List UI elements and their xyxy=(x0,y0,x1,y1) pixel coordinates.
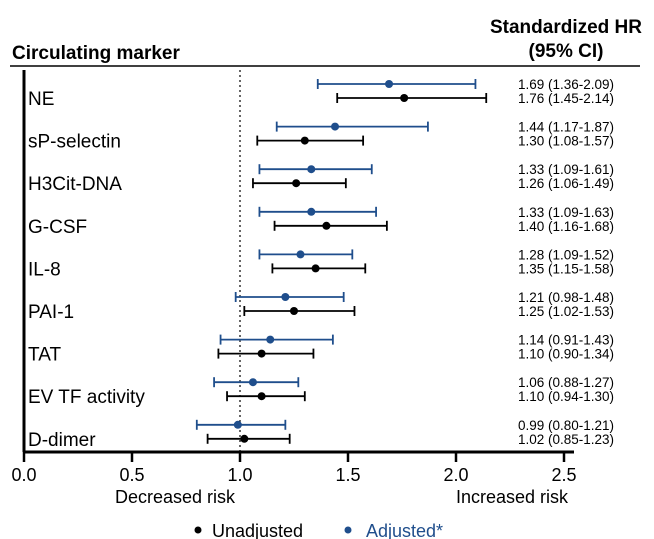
marker-row: TAT 1.14 (0.91-1.43)1.10 (0.90-1.34) xyxy=(28,333,614,366)
marker-name: D-dimer xyxy=(28,430,96,451)
adjusted-hr-point xyxy=(307,165,316,174)
adjusted-hr-point xyxy=(248,378,257,387)
adjusted-hr-label: 1.69 (1.36-2.09) xyxy=(518,77,614,92)
x-tick-label: 2.0 xyxy=(443,465,468,485)
marker-row: sP-selectin 1.44 (1.17-1.87)1.30 (1.08-1.… xyxy=(28,120,614,153)
x-tick-label: 0.0 xyxy=(11,465,36,485)
unadjusted-hr-point xyxy=(257,349,266,358)
forest-rows: NE 1.69 (1.36-2.09)1.76 (1.45-2.14) sP-sel… xyxy=(28,77,614,451)
unadjusted-hr-label: 1.76 (1.45-2.14) xyxy=(518,91,614,106)
adjusted-hr-label: 1.33 (1.09-1.63) xyxy=(518,205,614,220)
marker-row: IL-8 1.28 (1.09-1.52)1.35 (1.15-1.58) xyxy=(28,247,614,280)
adjusted-hr-point xyxy=(331,122,340,131)
unadjusted-hr-point xyxy=(300,136,309,145)
marker-row: G-CSF 1.33 (1.09-1.63)1.40 (1.16-1.68) xyxy=(28,205,614,238)
adjusted-hr-label: 1.14 (0.91-1.43) xyxy=(518,333,614,348)
unadjusted-hr-point xyxy=(292,179,301,188)
marker-name: PAI-1 xyxy=(28,302,74,323)
adjusted-hr-label: 0.99 (0.80-1.21) xyxy=(518,418,614,433)
legend-unadjusted-dot xyxy=(194,526,202,534)
adjusted-hr-point xyxy=(307,207,316,216)
marker-name: sP-selectin xyxy=(28,132,121,153)
hr-column-title-line2: (95% CI) xyxy=(529,41,604,62)
marker-name: IL-8 xyxy=(28,259,61,280)
legend: Unadjusted Adjusted* xyxy=(194,521,443,539)
legend-adjusted-label: Adjusted* xyxy=(366,521,443,539)
unadjusted-hr-point xyxy=(240,434,249,443)
adjusted-hr-point xyxy=(266,335,275,344)
adjusted-hr-point xyxy=(296,250,305,259)
unadjusted-hr-point xyxy=(311,264,320,273)
legend-unadjusted-label: Unadjusted xyxy=(212,521,303,539)
adjusted-hr-label: 1.28 (1.09-1.52) xyxy=(518,247,614,262)
marker-name: G-CSF xyxy=(28,217,87,238)
unadjusted-hr-point xyxy=(290,307,298,315)
unadjusted-hr-label: 1.10 (0.90-1.34) xyxy=(518,347,614,362)
x-axis-ticks: 0.0 0.5 1.0 1.5 2.0 2.5 xyxy=(11,452,577,485)
marker-row: D-dimer 0.99 (0.80-1.21)1.02 (0.85-1.23) xyxy=(28,418,614,451)
unadjusted-hr-label: 1.26 (1.06-1.49) xyxy=(518,176,614,191)
unadjusted-hr-label: 1.30 (1.08-1.57) xyxy=(518,134,614,149)
unadjusted-hr-label: 1.40 (1.16-1.68) xyxy=(518,219,614,234)
marker-row: NE 1.69 (1.36-2.09)1.76 (1.45-2.14) xyxy=(28,77,614,110)
increased-risk-label: Increased risk xyxy=(456,487,569,507)
marker-column-title: Circulating marker xyxy=(12,43,180,64)
x-tick-label: 2.5 xyxy=(551,465,576,485)
marker-name: H3Cit-DNA xyxy=(28,174,122,195)
x-tick-label: 1.5 xyxy=(335,465,360,485)
unadjusted-hr-label: 1.02 (0.85-1.23) xyxy=(518,432,614,447)
x-tick-label: 1.0 xyxy=(227,465,252,485)
adjusted-hr-point xyxy=(233,420,242,429)
adjusted-hr-label: 1.33 (1.09-1.61) xyxy=(518,162,614,177)
unadjusted-hr-point xyxy=(257,392,266,401)
marker-name: EV TF activity xyxy=(28,387,145,408)
adjusted-hr-label: 1.21 (0.98-1.48) xyxy=(518,290,614,305)
unadjusted-hr-point xyxy=(322,221,331,230)
unadjusted-hr-label: 1.10 (0.94-1.30) xyxy=(518,389,614,404)
adjusted-hr-label: 1.44 (1.17-1.87) xyxy=(518,120,614,135)
legend-adjusted-dot xyxy=(344,526,352,534)
marker-row: H3Cit-DNA 1.33 (1.09-1.61)1.26 (1.06-1.49… xyxy=(28,162,614,195)
hr-column-title-line1: Standardized HR xyxy=(490,17,642,38)
unadjusted-hr-point xyxy=(400,94,409,102)
adjusted-hr-label: 1.06 (0.88-1.27) xyxy=(518,375,614,390)
adjusted-hr-point xyxy=(385,80,394,88)
marker-name: TAT xyxy=(28,345,61,366)
unadjusted-hr-label: 1.35 (1.15-1.58) xyxy=(518,261,614,276)
marker-row: PAI-1 1.21 (0.98-1.48)1.25 (1.02-1.53) xyxy=(28,290,614,323)
unadjusted-hr-label: 1.25 (1.02-1.53) xyxy=(518,304,614,319)
x-tick-label: 0.5 xyxy=(119,465,144,485)
adjusted-hr-point xyxy=(281,293,290,301)
marker-name: NE xyxy=(28,89,54,110)
decreased-risk-label: Decreased risk xyxy=(115,487,236,507)
marker-row: EV TF activity 1.06 (0.88-1.27)1.10 (0.94… xyxy=(28,375,614,408)
